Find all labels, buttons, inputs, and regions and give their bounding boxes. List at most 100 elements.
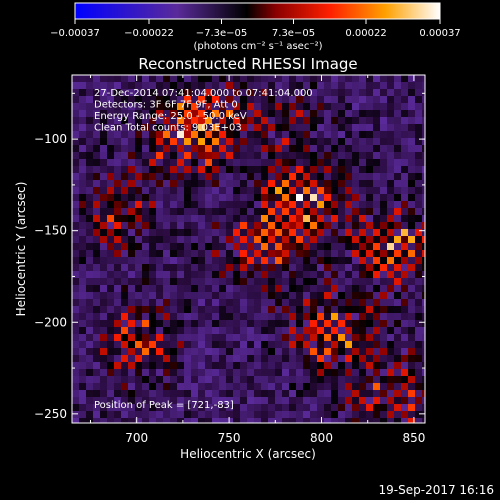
heatmap-cell [100,75,107,82]
heatmap-cell [226,229,233,236]
heatmap-cell [191,250,198,257]
heatmap-cell [142,138,149,145]
heatmap-cell [163,369,170,376]
heatmap-cell [331,383,338,390]
heatmap-cell [233,75,240,82]
heatmap-cell [366,215,373,222]
heatmap-cell [121,278,128,285]
heatmap-cell [121,292,128,299]
heatmap-cell [289,229,296,236]
heatmap-cell [100,313,107,320]
heatmap-cell [345,390,352,397]
heatmap-cell [338,264,345,271]
heatmap-cell [114,117,121,124]
heatmap-cell [408,215,415,222]
heatmap-cell [177,124,184,131]
heatmap-cell [408,397,415,404]
heatmap-cell [233,180,240,187]
heatmap-cell [289,292,296,299]
heatmap-cell [72,327,79,334]
heatmap-cell [373,180,380,187]
heatmap-cell [303,299,310,306]
heatmap-cell [198,180,205,187]
heatmap-cell [184,264,191,271]
heatmap-cell [415,271,422,278]
heatmap-cell [303,145,310,152]
heatmap-cell [72,117,79,124]
heatmap-cell [387,369,394,376]
heatmap-cell [380,215,387,222]
heatmap-cell [317,362,324,369]
heatmap-cell [366,285,373,292]
heatmap-cell [261,257,268,264]
heatmap-cell [79,327,86,334]
heatmap-cell [212,369,219,376]
heatmap-cell [289,82,296,89]
heatmap-cell [422,397,425,404]
heatmap-cell [219,313,226,320]
heatmap-cell [401,82,408,89]
heatmap-cell [219,257,226,264]
heatmap-cell [338,362,345,369]
heatmap-cell [184,257,191,264]
heatmap-cell [79,229,86,236]
heatmap-cell [394,138,401,145]
heatmap-cell [303,166,310,173]
heatmap-cell [275,390,282,397]
heatmap-cell [86,201,93,208]
heatmap-cell [359,159,366,166]
heatmap-cell [128,348,135,355]
heatmap-cell [170,404,177,411]
heatmap-cell [310,166,317,173]
heatmap-cell [100,299,107,306]
heatmap-cell [422,215,425,222]
heatmap-cell [282,257,289,264]
heatmap-cell [93,348,100,355]
heatmap-cell [352,152,359,159]
heatmap-cell [170,159,177,166]
heatmap-cell [254,271,261,278]
heatmap-cell [219,187,226,194]
heatmap-cell [289,173,296,180]
heatmap-cell [156,243,163,250]
heatmap-cell [296,404,303,411]
heatmap-cell [177,418,184,423]
heatmap-cell [128,418,135,423]
heatmap-cell [233,278,240,285]
heatmap-cell [317,215,324,222]
heatmap-cell [149,152,156,159]
heatmap-cell [317,236,324,243]
heatmap-cell [114,278,121,285]
heatmap-cell [254,292,261,299]
heatmap-cell [240,341,247,348]
heatmap-cell [352,376,359,383]
heatmap-cell [212,376,219,383]
heatmap-cell [422,418,425,423]
heatmap-cell [310,306,317,313]
heatmap-cell [296,257,303,264]
heatmap-cell [205,404,212,411]
heatmap-cell [394,166,401,173]
heatmap-cell [156,201,163,208]
heatmap-cell [303,152,310,159]
heatmap-cell [114,152,121,159]
heatmap-cell [254,320,261,327]
heatmap-cell [184,390,191,397]
heatmap-cell [380,257,387,264]
heatmap-cell [359,131,366,138]
heatmap-cell [184,376,191,383]
heatmap-cell [331,215,338,222]
heatmap-cell [142,180,149,187]
heatmap-cell [289,243,296,250]
heatmap-cell [352,397,359,404]
heatmap-cell [310,376,317,383]
heatmap-cell [135,334,142,341]
heatmap-cell [247,187,254,194]
heatmap-cell [226,411,233,418]
heatmap-cell [72,390,79,397]
heatmap-cell [247,376,254,383]
heatmap-cell [156,383,163,390]
heatmap-cell [226,96,233,103]
heatmap-cell [387,166,394,173]
heatmap-cell [380,166,387,173]
